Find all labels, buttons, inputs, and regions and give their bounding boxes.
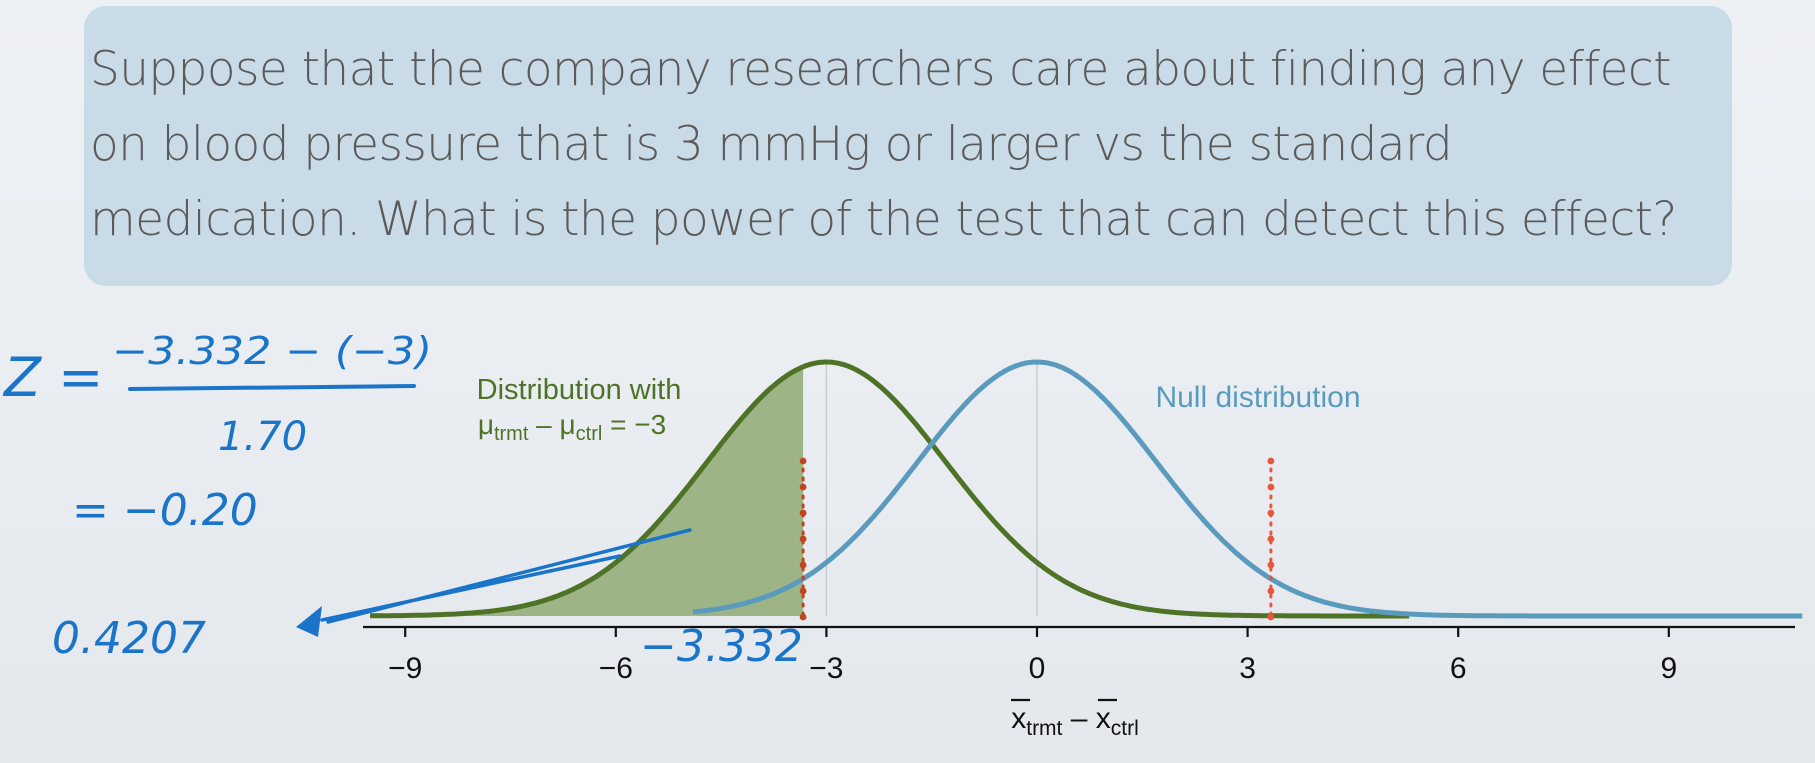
x-axis-label-x2: x [1096, 702, 1111, 735]
alt-sub-2: ctrl [576, 423, 603, 445]
alt-sub-1: trmt [494, 423, 529, 445]
x-axis-label-sub1: trmt [1026, 717, 1062, 740]
alt-distribution-curve [370, 359, 1410, 619]
alt-mu-2: μ [560, 409, 576, 440]
alt-eq: = −3 [602, 409, 666, 440]
cutoff-dot [799, 561, 807, 569]
x-tick-label: −6 [599, 652, 633, 685]
x-axis-label: xtrmt – xctrl [1011, 702, 1139, 740]
mean-guides [825, 362, 1038, 616]
x-axis-label-minus: – [1062, 702, 1095, 735]
cutoff-dot [1267, 509, 1275, 517]
cutoff-dot [799, 535, 807, 543]
null-distribution-label: Null distribution [1155, 381, 1360, 414]
z-denominator: 1.70 [218, 414, 307, 460]
handwritten-annotations: Z = −3.332 − (−3) 1.70 = −0.20 0.4207 −3… [2, 329, 803, 672]
fraction-bar [128, 384, 416, 391]
arrow-head [296, 606, 322, 637]
z-numerator: −3.332 − (−3) [112, 329, 432, 373]
arrow-shaft [320, 528, 692, 624]
x-tick-label: 3 [1239, 652, 1256, 685]
x-axis-label-sub2: ctrl [1111, 717, 1139, 740]
cutoff-dot [799, 587, 807, 595]
z-result: = −0.20 [72, 485, 258, 536]
cutoff-lines [799, 457, 1275, 621]
question-box: Suppose that the company researchers car… [84, 6, 1732, 286]
alt-minus: – [528, 409, 559, 440]
power-shaded-area [370, 366, 804, 616]
cutoff-dot [1267, 457, 1275, 465]
x-axis-label-x1: x [1011, 702, 1026, 735]
cutoff-dot [1267, 535, 1275, 543]
x-tick-label: 9 [1660, 652, 1677, 685]
cutoff-dot [799, 457, 807, 465]
alt-distribution-label: Distribution with [477, 374, 682, 406]
cutoff-dot [799, 509, 807, 517]
cutoff-annotation: −3.332 [640, 621, 803, 672]
power-value: 0.4207 [52, 613, 206, 664]
x-axis: −9 −6 −3 0 3 6 9 [363, 625, 1795, 685]
question-text: Suppose that the company researchers car… [90, 42, 1677, 247]
x-tick-label: 0 [1029, 652, 1046, 685]
x-tick-label: −3 [809, 652, 843, 685]
alt-distribution-mean-label: μtrmt – μctrl = −3 [478, 409, 666, 445]
cutoff-dot [799, 613, 807, 621]
x-tick-label: 6 [1450, 652, 1467, 685]
cutoff-dot [1267, 587, 1275, 595]
cutoff-dot [1267, 613, 1275, 621]
alt-mu-1: μ [478, 409, 494, 440]
cutoff-dot [1267, 483, 1275, 491]
null-distribution-curve [692, 359, 1803, 619]
z-lhs: Z = [2, 346, 103, 409]
cutoff-dot [1267, 561, 1275, 569]
cutoff-dot [799, 483, 807, 491]
x-tick-label: −9 [388, 652, 422, 685]
